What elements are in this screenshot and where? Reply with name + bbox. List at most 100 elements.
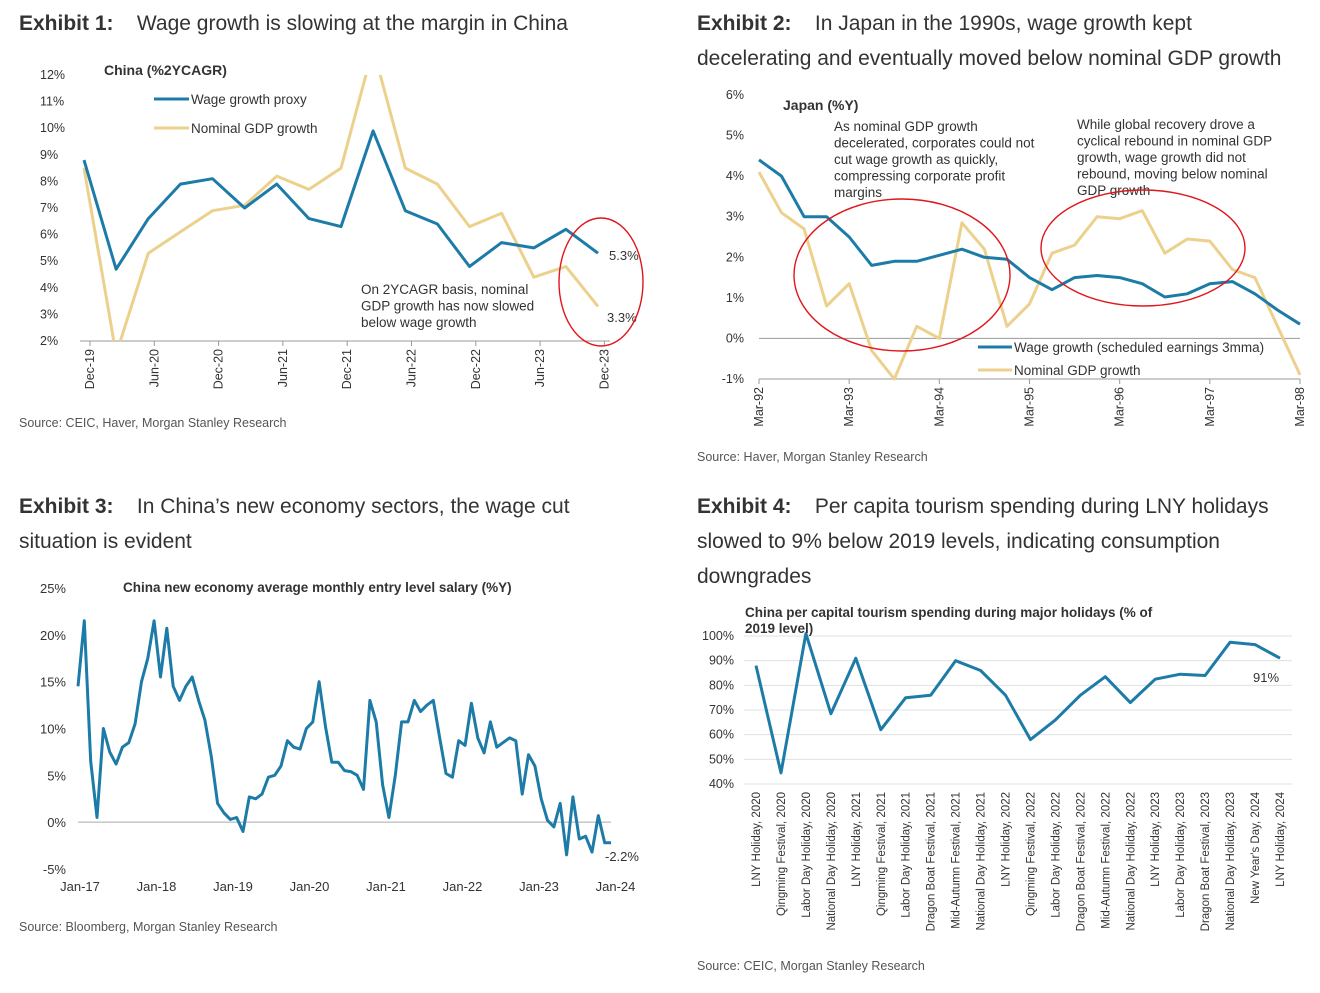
exhibit-1-heading: Exhibit 1: Wage growth is slowing at the… (19, 6, 659, 41)
x-tick-label: Mar-93 (842, 387, 856, 427)
legend-label-gdp: Nominal GDP growth (1014, 363, 1141, 378)
x-tick-label: Mid-Autumn Festival, 2022 (1100, 792, 1112, 929)
x-tick-label: Labor Day Holiday, 2021 (901, 792, 913, 918)
y-tick-label: 5% (40, 254, 58, 268)
exhibit-3-title: In China’s new economy sectors, the wage… (19, 495, 570, 553)
exhibit-2-title: In Japan in the 1990s, wage growth kept … (697, 12, 1282, 70)
x-tick-label: Dec-19 (83, 349, 97, 389)
x-tick-label: Mar-92 (752, 387, 766, 427)
salary-line (76, 619, 611, 857)
x-tick-label: Qingming Festival, 2020 (776, 792, 788, 916)
exhibit-2-label: Exhibit 2: (697, 12, 792, 35)
exhibit-3-source: Source: Bloomberg, Morgan Stanley Resear… (19, 920, 278, 934)
exhibit-3-chart: 25% 20% 15% 10% 5% 0% -5% Jan-17 Jan-18 Jan-19 Jan… (40, 580, 639, 894)
exhibit-3-heading: Exhibit 3: In China’s new economy sector… (19, 489, 639, 559)
y-tick-label: 2% (726, 250, 744, 264)
annotation-right-line-3: growth, wage growth did not (1077, 150, 1246, 165)
exhibit-3-label: Exhibit 3: (19, 495, 114, 518)
chart-title-line-1: China per capital tourism spending durin… (745, 605, 1153, 620)
x-tick-label: Jan-24 (596, 879, 636, 894)
highlight-circle-right (1040, 189, 1246, 307)
x-tick-label: Dragon Boat Festival, 2022 (1075, 792, 1087, 931)
y-tick-label: 5% (726, 129, 744, 143)
exhibit-4-heading: Exhibit 4: Per capita tourism spending d… (697, 489, 1312, 594)
exhibit-1-label: Exhibit 1: (19, 12, 114, 35)
y-tick-label: 20% (40, 628, 66, 643)
x-tick-label: Dragon Boat Festival, 2023 (1200, 792, 1212, 931)
y-tick-label: 2% (40, 334, 58, 348)
annotation-right-line-5: GDP growth (1077, 183, 1150, 198)
x-tick-label: Dec-23 (597, 349, 611, 389)
exhibit-1-title: Wage growth is slowing at the margin in … (136, 12, 568, 35)
y-tick-label: 9% (40, 148, 58, 162)
y-tick-label: -1% (722, 372, 744, 386)
x-tick-label: Mar-94 (932, 387, 946, 427)
highlight-circle-left (793, 198, 1011, 352)
y-tick-label: 80% (709, 678, 734, 692)
exhibit-2-heading: Exhibit 2: In Japan in the 1990s, wage g… (697, 6, 1312, 76)
x-tick-label: National Day Holiday, 2020 (826, 792, 838, 931)
y-tick-label: 4% (40, 281, 58, 295)
x-tick-label: LNY Holiday, 2023 (1150, 792, 1162, 887)
y-tick-label: 6% (726, 88, 744, 102)
x-tick-label: Qingming Festival, 2022 (1025, 792, 1037, 916)
y-tick-label: 3% (40, 307, 58, 321)
x-tick-label: Dec-21 (340, 349, 354, 389)
x-tick-label: Jan-21 (366, 879, 406, 894)
exhibit-1-source: Source: CEIC, Haver, Morgan Stanley Rese… (19, 416, 287, 430)
annotation-left-line-2: decelerated, corporates could not (834, 136, 1035, 151)
x-tick-label: Jun-20 (147, 349, 161, 387)
annotation-line-1: On 2YCAGR basis, nominal (361, 282, 528, 297)
x-tick-label: Mid-Autumn Festival, 2021 (951, 792, 963, 929)
annotation-right-line-1: While global recovery drove a (1077, 117, 1255, 132)
annotation-line-2: GDP growth has now slowed (361, 299, 534, 314)
exhibit-2-chart: 6% 5% 4% 3% 2% 1% 0% -1% Mar-92 Mar-93 Mar-94 Mar-9… (722, 88, 1307, 427)
y-tick-label: 0% (47, 815, 66, 830)
chart-title-line-2: 2019 level) (745, 621, 813, 636)
x-tick-label: National Day Holiday, 2022 (1125, 792, 1137, 931)
end-label-wage: 5.3% (609, 248, 639, 263)
highlight-circle (558, 217, 644, 347)
plot-area (82, 75, 600, 341)
x-tick-label: Jan-23 (519, 879, 559, 894)
y-tick-label: 60% (709, 728, 734, 742)
y-tick-label: 0% (726, 331, 744, 345)
y-tick-label: 15% (40, 675, 66, 690)
exhibit-4-chart: 100% 90% 80% 70% 60% 50% 40% LNY Holiday, 2020 Q… (702, 605, 1292, 931)
chart-title: China (%2YCAGR) (104, 62, 227, 78)
spending-line (754, 632, 1281, 775)
x-tick-label: LNY Holiday, 2020 (751, 792, 763, 887)
annotation-left-line-4: compressing corporate profit (834, 169, 1005, 184)
chart-title: China new economy average monthly entry … (123, 580, 512, 595)
x-tick-label: National Day Holiday, 2021 (976, 792, 988, 931)
y-tick-label: 5% (47, 768, 66, 783)
y-tick-label: 11% (40, 95, 64, 109)
y-tick-label: -5% (43, 862, 67, 877)
x-tick-label: Jun-23 (533, 349, 547, 387)
y-tick-label: 6% (40, 228, 58, 242)
x-tick-label: Dec-20 (212, 349, 226, 389)
y-tick-label: 70% (709, 703, 734, 717)
y-tick-label: 12% (40, 68, 65, 82)
x-tick-label: Dec-22 (469, 349, 483, 389)
nominal-gdp-line (82, 75, 600, 341)
x-tick-label: Labor Day Holiday, 2023 (1175, 792, 1187, 918)
y-tick-label: 8% (40, 174, 58, 188)
x-tick-label: Mar-97 (1203, 387, 1217, 427)
x-tick-label: Jan-17 (60, 879, 100, 894)
exhibit-2-source: Source: Haver, Morgan Stanley Research (697, 450, 928, 464)
x-tick-label: LNY Holiday, 2024 (1275, 791, 1287, 886)
y-tick-label: 10% (40, 722, 66, 737)
x-tick-label: National Day Holiday, 2023 (1225, 792, 1237, 931)
wage-growth-line (82, 129, 599, 271)
exhibit-1-chart: 12% 11% 10% 9% 8% 7% 6% 5% 4% 3% 2% Dec-19 Jun-20 Dec… (40, 62, 644, 389)
x-tick-label: New Year's Day, 2024 (1250, 791, 1262, 904)
y-tick-label: 90% (709, 654, 734, 668)
y-tick-label: 10% (40, 121, 65, 135)
y-tick-label: 3% (726, 210, 744, 224)
x-tick-label: Mar-95 (1023, 387, 1037, 427)
x-tick-label: LNY Holiday, 2021 (851, 792, 863, 887)
x-tick-label: Mar-98 (1293, 387, 1307, 427)
exhibit-4-source: Source: CEIC, Morgan Stanley Research (697, 959, 925, 973)
nominal-gdp-line (757, 171, 1302, 381)
